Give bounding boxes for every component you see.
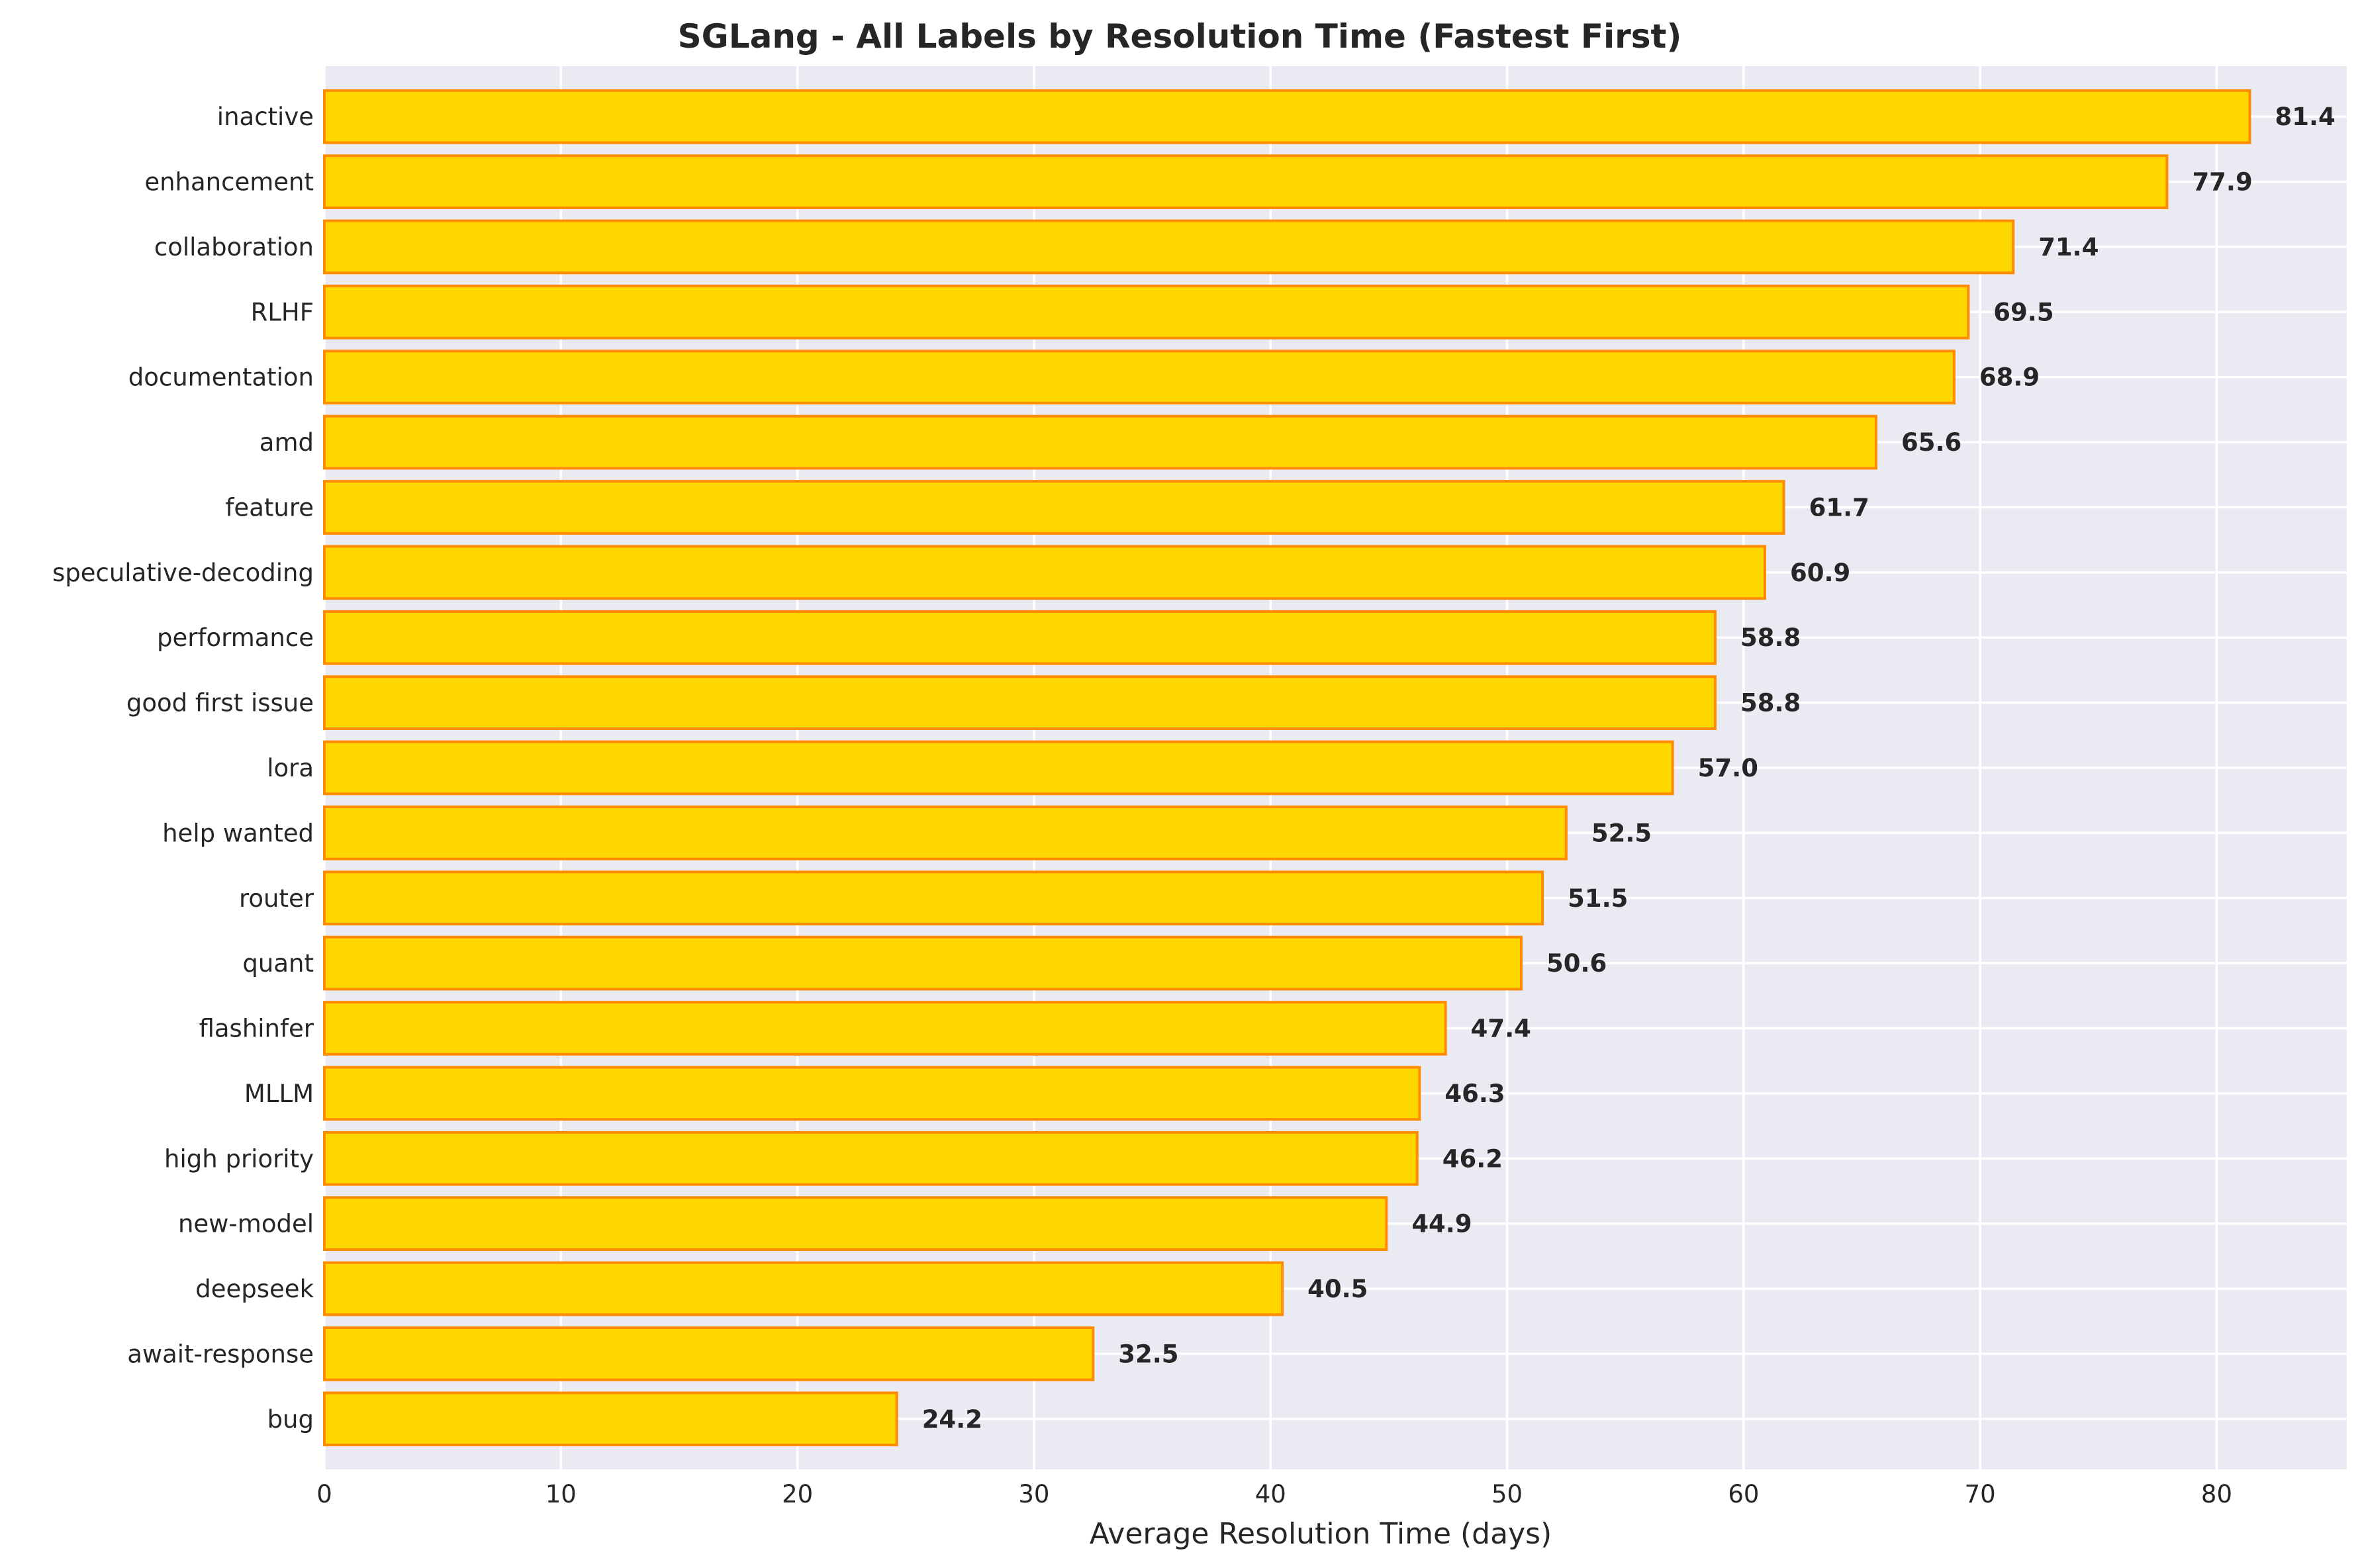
x-tick-label: 0 — [316, 1480, 332, 1508]
chart-title: SGLang - All Labels by Resolution Time (… — [678, 17, 1682, 56]
value-label: 81.4 — [2275, 103, 2336, 131]
value-label: 65.6 — [1901, 428, 1961, 457]
value-label: 60.9 — [1790, 559, 1850, 587]
y-tick-label: bug — [267, 1405, 314, 1434]
y-tick-label: new-model — [178, 1210, 314, 1238]
value-label: 47.4 — [1471, 1015, 1531, 1043]
bar — [323, 806, 1568, 860]
x-tick-label: 40 — [1255, 1480, 1286, 1508]
bar — [323, 1196, 1388, 1251]
y-tick-label: inactive — [217, 103, 314, 131]
value-label: 58.8 — [1740, 689, 1801, 717]
x-tick-label: 20 — [782, 1480, 813, 1508]
y-tick-label: RLHF — [251, 298, 314, 326]
y-tick-label: amd — [260, 428, 314, 457]
value-label: 77.9 — [2192, 168, 2252, 197]
bar — [323, 89, 2251, 144]
value-labels: 81.4 77.9 71.4 69.5 68.9 65.6 61.7 60.9 58.8 58.8… — [922, 103, 2336, 1434]
value-label: 68.9 — [1979, 363, 2040, 392]
value-label: 71.4 — [2038, 233, 2099, 261]
bar — [323, 1326, 1095, 1381]
value-label: 50.6 — [1546, 949, 1607, 978]
value-label: 51.5 — [1568, 884, 1628, 913]
value-label: 57.0 — [1698, 754, 1758, 782]
x-tick-label: 80 — [2201, 1480, 2232, 1508]
value-label: 61.7 — [1809, 493, 1869, 522]
value-label: 52.5 — [1591, 819, 1652, 847]
y-tick-label: enhancement — [144, 168, 314, 197]
bar — [323, 675, 1717, 730]
value-label: 46.2 — [1442, 1144, 1503, 1173]
bar — [323, 480, 1785, 535]
bar — [323, 154, 2169, 209]
value-label: 40.5 — [1307, 1275, 1368, 1303]
bar — [323, 349, 1956, 405]
x-tick-label: 30 — [1018, 1480, 1049, 1508]
y-tick-label: router — [239, 884, 314, 913]
y-tick-label: help wanted — [162, 819, 314, 847]
bar — [323, 935, 1523, 991]
x-tick-label: 70 — [1965, 1480, 1996, 1508]
bar — [323, 285, 1970, 340]
y-tick-label: deepseek — [195, 1275, 314, 1303]
bar — [323, 610, 1717, 665]
value-label: 32.5 — [1118, 1340, 1178, 1368]
x-tick-label: 60 — [1728, 1480, 1759, 1508]
y-tick-label: performance — [157, 623, 314, 652]
x-tick-label: 50 — [1491, 1480, 1523, 1508]
bar — [323, 870, 1544, 926]
y-tick-label: await-response — [127, 1340, 314, 1368]
value-label: 24.2 — [922, 1405, 982, 1434]
bar — [323, 740, 1674, 796]
bar — [323, 1130, 1419, 1186]
y-tick-label: feature — [225, 493, 314, 522]
y-tick-label: collaboration — [154, 233, 314, 261]
y-tick-label: documentation — [128, 363, 314, 392]
value-label: 58.8 — [1740, 623, 1801, 652]
bar — [323, 545, 1767, 600]
bar — [323, 1261, 1284, 1316]
x-axis-label: Average Resolution Time (days) — [1090, 1517, 1552, 1551]
bar — [323, 1391, 898, 1447]
value-label: 44.9 — [1411, 1210, 1472, 1238]
bar — [323, 1066, 1421, 1121]
y-tick-label: good first issue — [126, 689, 314, 717]
value-label: 69.5 — [1993, 298, 2053, 326]
x-tick-labels: 0 10 20 30 40 50 60 70 80 — [316, 1480, 2232, 1508]
y-tick-labels: inactive enhancement collaboration RLHF docu… — [52, 103, 314, 1434]
y-tick-label: speculative-decoding — [52, 559, 314, 587]
y-tick-label: flashinfer — [199, 1015, 314, 1043]
value-label: 46.3 — [1444, 1080, 1505, 1108]
y-tick-label: high priority — [164, 1144, 314, 1173]
y-tick-label: MLLM — [244, 1080, 314, 1108]
bars — [323, 89, 2251, 1447]
bar — [323, 219, 2015, 275]
bar — [323, 1001, 1447, 1056]
y-tick-label: lora — [267, 754, 314, 782]
x-tick-label: 10 — [545, 1480, 577, 1508]
bar — [323, 414, 1877, 470]
y-tick-label: quant — [242, 949, 314, 978]
